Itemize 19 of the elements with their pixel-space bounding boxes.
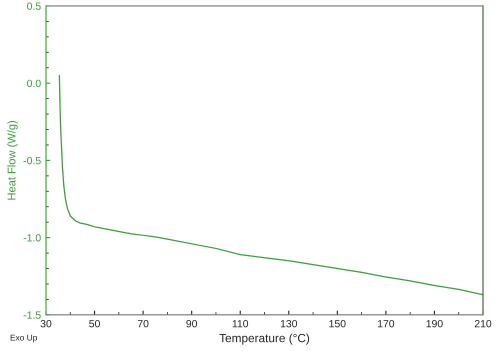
x-tick-label: 30 xyxy=(40,320,52,328)
y-axis-title: Heat Flow (W/g) xyxy=(7,120,18,200)
x-axis-title: Temperature (°C) xyxy=(219,334,310,345)
x-tick-label: 150 xyxy=(329,320,346,328)
y-tick-label: -0.5 xyxy=(24,156,41,164)
x-tick-label: 130 xyxy=(280,320,298,328)
y-tick-label: 0.5 xyxy=(27,2,41,10)
x-tick-label: 170 xyxy=(378,320,394,328)
x-tick-label: 190 xyxy=(426,320,443,328)
x-tick-label: 70 xyxy=(138,320,148,328)
text: Exo Up xyxy=(10,334,37,342)
y-tick-label: -1.5 xyxy=(24,311,41,319)
x-tick-label: 90 xyxy=(186,320,198,328)
x-tick-label: 110 xyxy=(232,320,248,328)
y-tick-label: 0.0 xyxy=(27,80,41,88)
line-series xyxy=(58,74,483,296)
y-tick-label: -1.0 xyxy=(24,234,41,242)
x-tick-label: 210 xyxy=(474,320,492,328)
x-tick-label: 50 xyxy=(89,320,100,328)
